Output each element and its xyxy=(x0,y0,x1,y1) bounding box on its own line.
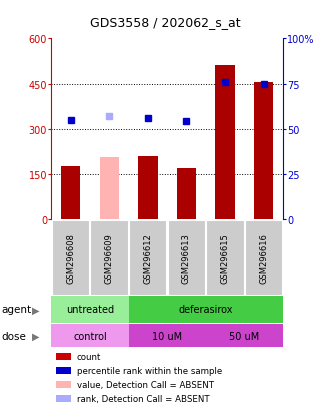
Text: ▶: ▶ xyxy=(32,305,40,315)
Text: count: count xyxy=(77,352,101,361)
Text: GDS3558 / 202062_s_at: GDS3558 / 202062_s_at xyxy=(90,16,241,29)
FancyBboxPatch shape xyxy=(167,220,205,295)
Bar xyxy=(56,381,71,388)
Text: 10 uM: 10 uM xyxy=(152,331,182,341)
Text: ▶: ▶ xyxy=(32,331,40,341)
Text: agent: agent xyxy=(1,305,31,315)
Bar xyxy=(56,395,71,402)
Text: control: control xyxy=(73,331,107,341)
Text: value, Detection Call = ABSENT: value, Detection Call = ABSENT xyxy=(77,380,214,389)
FancyBboxPatch shape xyxy=(51,324,128,347)
FancyBboxPatch shape xyxy=(128,297,283,323)
FancyBboxPatch shape xyxy=(129,220,166,295)
Text: GSM296613: GSM296613 xyxy=(182,233,191,283)
Text: GSM296608: GSM296608 xyxy=(66,233,75,283)
Text: GSM296615: GSM296615 xyxy=(220,233,230,283)
FancyBboxPatch shape xyxy=(128,324,206,347)
Text: 50 uM: 50 uM xyxy=(229,331,260,341)
Text: dose: dose xyxy=(1,331,26,341)
FancyBboxPatch shape xyxy=(206,324,283,347)
Text: GSM296609: GSM296609 xyxy=(105,233,114,283)
Bar xyxy=(215,66,235,220)
FancyBboxPatch shape xyxy=(206,220,244,295)
FancyBboxPatch shape xyxy=(51,297,128,323)
FancyBboxPatch shape xyxy=(245,220,282,295)
Bar xyxy=(61,167,80,220)
Bar xyxy=(177,169,196,220)
Text: GSM296616: GSM296616 xyxy=(259,233,268,283)
Text: rank, Detection Call = ABSENT: rank, Detection Call = ABSENT xyxy=(77,394,210,403)
Bar xyxy=(254,83,273,220)
Bar xyxy=(56,353,71,360)
FancyBboxPatch shape xyxy=(52,220,89,295)
FancyBboxPatch shape xyxy=(90,220,128,295)
Text: GSM296612: GSM296612 xyxy=(143,233,152,283)
Bar xyxy=(100,158,119,220)
Text: untreated: untreated xyxy=(66,305,114,315)
Text: percentile rank within the sample: percentile rank within the sample xyxy=(77,366,222,375)
Bar xyxy=(56,367,71,374)
Bar xyxy=(138,157,158,220)
Text: deferasirox: deferasirox xyxy=(178,305,233,315)
